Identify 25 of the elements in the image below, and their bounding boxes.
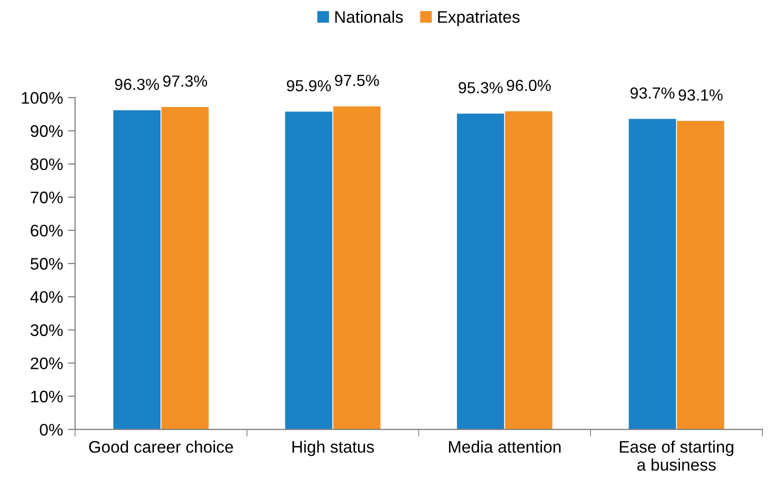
data-label: 96.0% — [506, 80, 551, 92]
y-tick-label: 20% — [30, 357, 63, 370]
data-label: 95.3% — [458, 82, 503, 94]
data-label: 93.7% — [630, 87, 674, 99]
data-label: 95.9% — [286, 80, 331, 92]
x-tick-label: Ease of starting a business — [620, 440, 734, 471]
y-tick-label: 10% — [31, 390, 63, 402]
x-tick-label: High status — [292, 440, 374, 456]
y-tick-label: 100% — [22, 92, 63, 104]
legend-label: Nationals — [335, 10, 403, 23]
data-label: 96.3% — [115, 78, 160, 90]
y-tick-label: 60% — [30, 224, 63, 237]
x-tick-label: Media attention — [449, 440, 561, 453]
data-label: 97.5% — [334, 74, 379, 86]
data-label: 93.1% — [678, 89, 723, 101]
y-tick-label: 70% — [30, 192, 63, 204]
y-tick-label: 80% — [30, 158, 63, 170]
y-tick-label: 30% — [30, 324, 63, 336]
y-tick-label: 50% — [30, 258, 63, 270]
y-tick-label: 0% — [40, 424, 63, 436]
x-tick-label: Good career choice — [89, 440, 233, 453]
data-label: 97.3% — [163, 75, 208, 87]
y-tick-label: 90% — [30, 125, 63, 137]
y-tick-label: 40% — [30, 291, 63, 303]
legend-label: Expatriates — [438, 10, 520, 26]
